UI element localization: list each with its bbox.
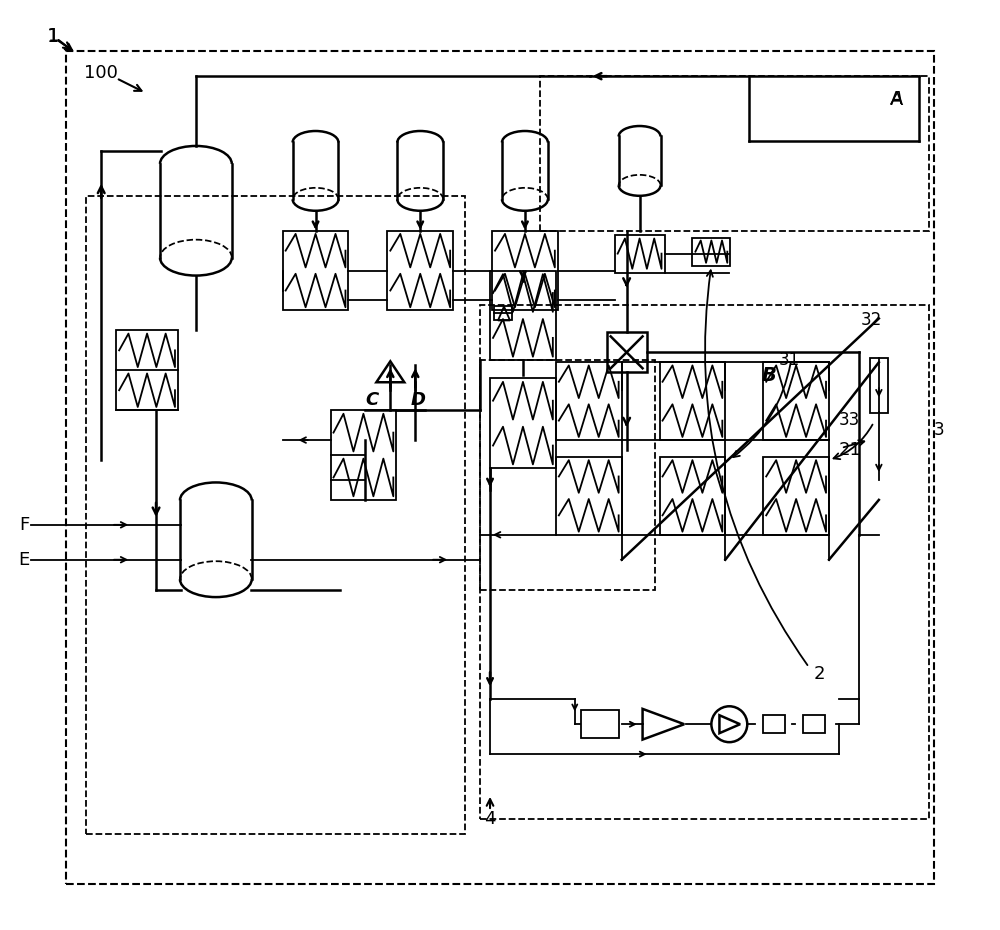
Bar [607,332,647,372]
Bar [870,358,888,413]
Bar [86,196,465,834]
Text: 1: 1 [48,27,59,46]
Bar [66,51,934,883]
Text: 2: 2 [813,665,825,684]
Text: 21: 21 [839,441,862,459]
Bar [763,715,785,733]
Text: 4: 4 [484,810,496,828]
Text: C: C [366,392,379,409]
Bar [283,231,348,311]
Text: F: F [19,516,29,534]
Text: 32: 32 [861,312,882,329]
Text: B: B [762,365,777,385]
Text: 31: 31 [779,352,800,369]
Bar [387,231,453,311]
Text: 1: 1 [47,27,60,46]
Bar [490,271,556,360]
Bar [660,363,725,440]
Bar [480,305,929,819]
Bar [480,360,655,590]
Text: A: A [890,89,903,109]
Bar [556,457,622,535]
Bar [763,457,829,535]
Bar [763,363,829,440]
Bar [331,410,396,500]
Bar [556,363,622,440]
Bar [803,715,825,733]
Text: D: D [411,392,426,409]
Bar [692,238,730,266]
Bar [660,457,725,535]
Text: 100: 100 [84,64,118,82]
Bar [494,307,512,321]
Bar [492,231,558,311]
Bar [490,379,556,468]
Bar [615,234,665,272]
Text: 3: 3 [933,421,944,439]
Text: A: A [891,90,903,108]
Bar [540,76,929,231]
Text: 33: 33 [839,411,860,429]
Text: E: E [18,551,29,569]
Bar [581,711,619,738]
Bar [116,330,178,410]
